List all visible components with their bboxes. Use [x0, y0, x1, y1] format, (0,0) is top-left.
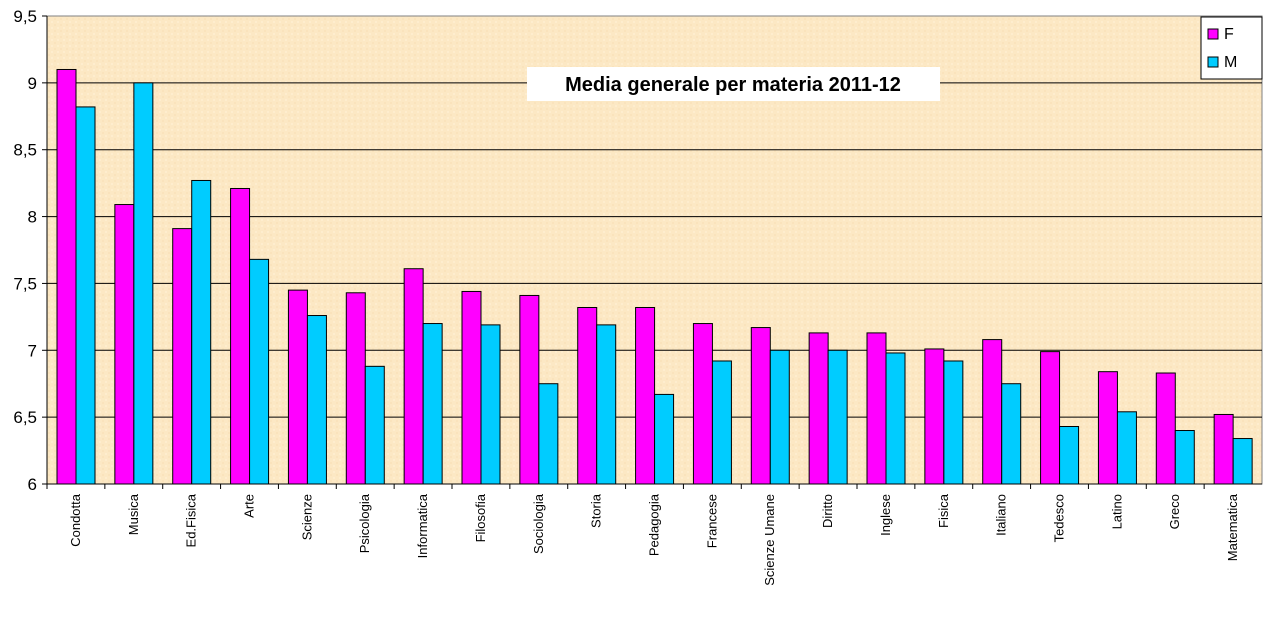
bar-f-condotta — [56, 68, 77, 485]
bar-f-inglese — [866, 332, 887, 485]
bar-m-francese — [711, 360, 732, 485]
bar-m-greco — [1174, 430, 1195, 485]
bar-f-greco — [1155, 372, 1176, 485]
bar-m-condotta — [75, 106, 96, 485]
x-tick-label: Inglese — [878, 494, 893, 536]
x-tick-label: Fisica — [936, 493, 951, 528]
y-tick-label: 7,5 — [13, 274, 37, 293]
bar-m-sociologia — [538, 383, 559, 485]
x-tick-label: Arte — [242, 494, 257, 518]
bar-m-italiano — [1001, 383, 1022, 485]
bar-m-diritto — [827, 349, 848, 485]
bar-f-diritto — [808, 332, 829, 485]
bar-f-italiano — [982, 339, 1003, 485]
bar-m-tedesco — [1059, 426, 1080, 485]
x-tick-label: Informatica — [415, 493, 430, 558]
bar-m-musica — [133, 82, 154, 485]
bar-f-fisica — [924, 348, 945, 485]
bar-m-scienze — [306, 315, 327, 485]
bar-m-arte — [249, 258, 270, 485]
x-tick-label: Sociologia — [531, 493, 546, 554]
legend-label-f: F — [1224, 26, 1234, 43]
y-tick-label: 8 — [28, 208, 37, 227]
x-tick-label: Pedagogia — [647, 493, 662, 556]
x-tick-label: Tedesco — [1052, 494, 1067, 542]
chart-title-box: Media generale per materia 2011-12 — [527, 67, 940, 101]
y-tick-label: 6 — [28, 475, 37, 494]
bar-m-filosofia — [480, 324, 501, 485]
bar-m-matematica — [1232, 438, 1253, 485]
y-tick-label: 6,5 — [13, 408, 37, 427]
x-tick-label: Scienze — [299, 494, 314, 540]
x-tick-label: Filosofia — [473, 493, 488, 542]
bar-m-inglese — [885, 352, 906, 485]
bar-f-arte — [230, 187, 251, 485]
bar-f-matematica — [1213, 413, 1234, 485]
bar-f-scienze-umane — [750, 327, 771, 485]
legend: F M — [1200, 16, 1263, 80]
y-tick-label: 9,5 — [13, 7, 37, 26]
bar-m-pedagogia — [654, 393, 675, 485]
chart-title: Media generale per materia 2011-12 — [565, 74, 901, 96]
bar-f-latino — [1097, 371, 1118, 485]
x-tick-label: Scienze Umane — [762, 494, 777, 586]
bar-m-latino — [1116, 411, 1137, 485]
bar-m-fisica — [943, 360, 964, 485]
bar-m-storia — [596, 324, 617, 485]
bar-f-francese — [692, 323, 713, 485]
x-tick-label: Musica — [126, 493, 141, 535]
legend-swatch-f — [1207, 28, 1219, 40]
x-tick-label: Condotta — [68, 493, 83, 547]
legend-swatch-m — [1207, 56, 1219, 68]
y-tick-label: 9 — [28, 74, 37, 93]
y-tick-label: 7 — [28, 341, 37, 360]
bar-f-informatica — [403, 268, 424, 485]
x-tick-label: Diritto — [820, 494, 835, 528]
bar-m-ed-fisica — [191, 179, 212, 485]
bar-m-informatica — [422, 323, 443, 485]
bar-f-sociologia — [519, 294, 540, 485]
x-tick-label: Latino — [1109, 494, 1124, 529]
y-tick-label: 8,5 — [13, 141, 37, 160]
bar-f-filosofia — [461, 290, 482, 485]
x-tick-label: Greco — [1167, 494, 1182, 529]
x-tick-label: Psicologia — [357, 493, 372, 553]
x-tick-label: Matematica — [1225, 493, 1240, 561]
bar-f-pedagogia — [635, 306, 656, 485]
x-tick-label: Francese — [704, 494, 719, 548]
bar-f-musica — [114, 204, 135, 485]
bar-f-ed-fisica — [172, 228, 193, 485]
bar-f-psicologia — [345, 292, 366, 485]
x-tick-label: Italiano — [994, 494, 1009, 536]
bar-m-psicologia — [364, 365, 385, 485]
legend-label-m: M — [1224, 54, 1237, 71]
bar-f-scienze — [287, 289, 308, 485]
x-tick-label: Storia — [589, 493, 604, 528]
x-tick-label: Ed.Fisica — [184, 493, 199, 547]
bar-f-storia — [577, 306, 598, 485]
bar-f-tedesco — [1040, 351, 1061, 485]
bar-m-scienze-umane — [769, 349, 790, 485]
